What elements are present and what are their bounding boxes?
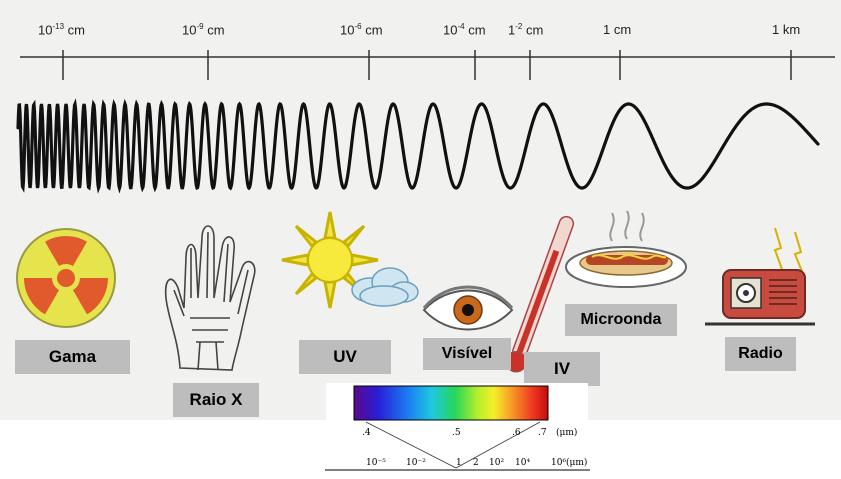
label-uv: UV <box>299 340 391 374</box>
pointer-line <box>455 421 541 469</box>
eye-icon <box>422 285 514 331</box>
xray-hand-icon <box>164 225 256 371</box>
radio-icon <box>705 227 815 326</box>
radiation-icon <box>16 228 116 328</box>
label-microwave: Microonda <box>565 304 677 336</box>
spectrum-unit-label: (μm) <box>566 458 588 468</box>
hotdog-icon <box>565 210 687 288</box>
label-ir: IV <box>524 352 600 386</box>
paper-background <box>0 0 841 420</box>
tick-label: 10-4 cm <box>443 22 486 38</box>
label-radio: Radio <box>725 337 796 371</box>
spectrum-tick-label: .6 <box>512 428 521 438</box>
tick-label: 1 cm <box>603 22 632 37</box>
pointer-line <box>365 421 457 469</box>
tick-label: 10-13 cm <box>38 22 85 38</box>
tick-label: 1 km <box>772 22 801 37</box>
spectrum-tick-label: 10⁻⁵ <box>366 458 386 468</box>
label-xray: Raio X <box>173 383 259 417</box>
tick-label: 10-6 cm <box>340 22 383 38</box>
spectrum-bar <box>353 385 549 421</box>
spectrum-tick-label: 2 <box>473 458 479 468</box>
spectrum-tick-label: .7 <box>538 428 547 438</box>
label-visible: Visível <box>423 338 511 370</box>
spectrum-tick-label: 10² <box>489 458 505 468</box>
spectrum-tick-label: .5 <box>452 428 461 438</box>
label-gamma: Gama <box>15 340 130 374</box>
spectrum-tick-label: 10⁶ <box>551 458 567 468</box>
thermometer-icon <box>505 215 575 373</box>
spectrum-tick-label: .4 <box>362 428 371 438</box>
spectrum-tick-label: 10⁴ <box>515 458 531 468</box>
sun-icon <box>281 211 419 309</box>
wave-line <box>16 98 820 194</box>
tick-label: 1-2 cm <box>508 22 544 38</box>
spectrum-tick-label: 1 <box>456 458 462 468</box>
spectrum-unit-label: (μm) <box>556 428 578 438</box>
spectrum-tick-label: 10⁻² <box>406 458 426 468</box>
tick-label: 10-9 cm <box>182 22 225 38</box>
